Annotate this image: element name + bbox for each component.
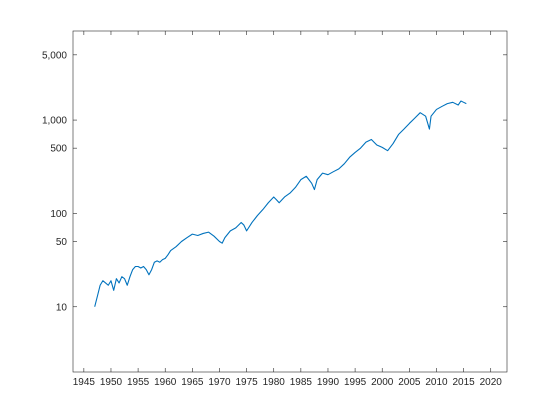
x-tick-label: 2015 [452,377,475,388]
x-tick-label: 1995 [344,377,367,388]
series-layer [94,100,467,307]
x-tick-label: 1955 [127,377,150,388]
x-tick-label: 1980 [263,377,286,388]
x-tick-label: 1970 [208,377,231,388]
x-axis: 1945 1950 1955 1960 1965 1970 1975 1980 1985 1990… [73,31,503,388]
plot-area-box [72,30,508,373]
x-tick-label: 2010 [425,377,448,388]
y-axis: 10 50 100 500 1,000 5,000 [42,50,507,313]
y-tick-label: 1,000 [42,116,67,127]
x-tick-label: 1965 [181,377,204,388]
x-tick-label: 1975 [235,377,258,388]
x-tick-label: 1960 [154,377,177,388]
y-tick-label: 10 [56,302,68,313]
y-tick-label: 500 [50,144,67,155]
x-tick-label: 1985 [290,377,313,388]
x-tick-label: 2005 [398,377,421,388]
x-tick-label: 1950 [100,377,123,388]
x-tick-label: 2020 [480,377,503,388]
y-tick-label: 100 [50,209,67,220]
y-tick-label: 5,000 [42,50,67,61]
x-tick-label: 1945 [73,377,96,388]
x-tick-label: 2000 [371,377,394,388]
y-tick-label: 50 [56,237,68,248]
series-line [94,100,467,307]
x-tick-label: 1990 [317,377,340,388]
